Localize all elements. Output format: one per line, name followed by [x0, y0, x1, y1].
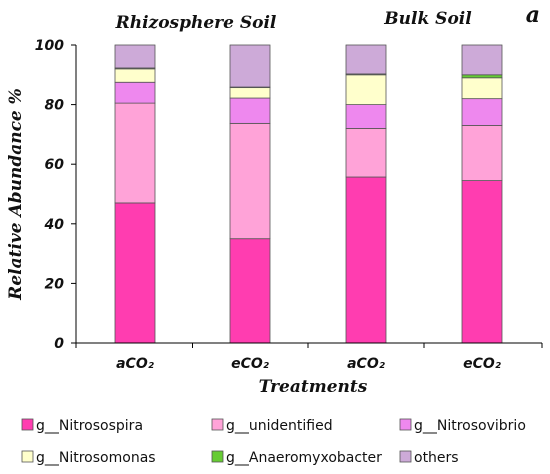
bar-segment [461, 77, 503, 100]
group-label-bulk: Bulk Soil [383, 9, 472, 29]
legend-label: others [414, 450, 459, 466]
bar-segment [229, 97, 271, 124]
legend-swatch [21, 450, 34, 463]
legend-swatch [21, 418, 34, 431]
bar-segment [229, 87, 271, 99]
bar-segment [461, 98, 503, 126]
bar-segment [114, 68, 156, 83]
bar-segment [114, 102, 156, 204]
legend-label: g__Anaeromyxobacter [226, 450, 382, 466]
y-tick-label: 20 [45, 276, 65, 292]
bar-segment [461, 125, 503, 181]
bar-segment [345, 176, 387, 344]
panel-label: a [526, 2, 540, 28]
legend-label: g__Nitrosomonas [36, 450, 156, 466]
legend-swatch [399, 418, 412, 431]
y-tick-label: 40 [44, 217, 65, 233]
bar-segment [345, 128, 387, 178]
bar-segment [461, 180, 503, 344]
bar-segment [114, 44, 156, 69]
x-axis: aCO₂ eCO₂ aCO₂ eCO₂ [75, 342, 543, 372]
bar-segment [345, 74, 387, 106]
legend-label: g__Nitrosospira [36, 418, 143, 434]
y-tick-label: 100 [35, 38, 64, 54]
legend-swatch [211, 418, 224, 431]
group-label-rhizosphere: Rhizosphere Soil [115, 13, 277, 33]
y-tick-label: 80 [45, 98, 65, 114]
x-axis-label: Treatments [259, 377, 368, 397]
bar-segment [229, 238, 271, 344]
legend-swatch [211, 450, 224, 463]
x-tick-label: eCO₂ [463, 356, 502, 372]
bar-segment [345, 104, 387, 129]
x-tick-label: aCO₂ [347, 356, 386, 372]
bar-segment [114, 81, 156, 104]
y-axis-label: Relative Abundance % [6, 88, 26, 301]
y-axis: 0 20 40 60 80 100 [35, 38, 77, 352]
x-tick-label: eCO₂ [231, 356, 270, 372]
y-tick-label: 60 [45, 157, 65, 173]
bars [114, 44, 503, 344]
bar-segment [345, 44, 387, 75]
legend: g__Nitrosospira g__unidentified g__Nitroso… [21, 418, 526, 466]
x-tick-label: aCO₂ [116, 356, 155, 372]
bar-segment [461, 44, 503, 76]
y-tick-label: 0 [54, 336, 64, 352]
bar-segment [461, 74, 503, 79]
bar-segment [114, 202, 156, 344]
legend-swatch [399, 450, 412, 463]
bar-segment [229, 44, 271, 88]
bar-segment [229, 122, 271, 240]
legend-label: g__Nitrosovibrio [414, 418, 526, 434]
legend-label: g__unidentified [226, 418, 333, 434]
